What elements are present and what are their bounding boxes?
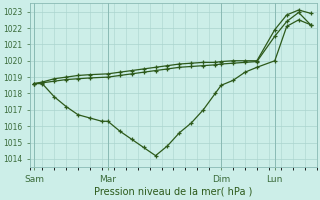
X-axis label: Pression niveau de la mer( hPa ): Pression niveau de la mer( hPa ) — [94, 187, 252, 197]
